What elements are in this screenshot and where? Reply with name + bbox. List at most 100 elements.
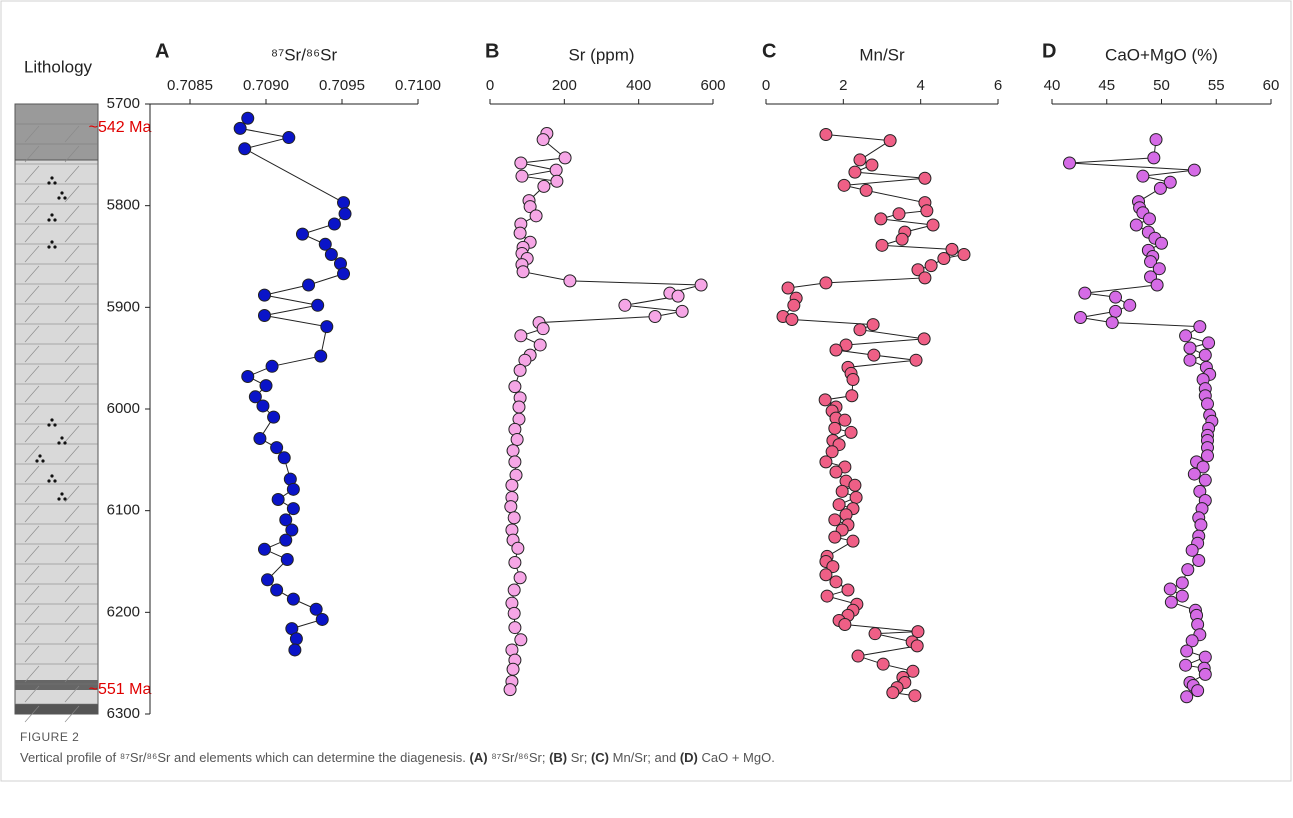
data-point: [820, 569, 832, 581]
data-point: [782, 282, 794, 294]
data-point: [1164, 583, 1176, 595]
lithology-column: [15, 104, 98, 722]
data-point: [1106, 317, 1118, 329]
data-point: [846, 390, 858, 402]
data-point: [854, 154, 866, 166]
ooid: [53, 479, 56, 482]
data-point: [938, 253, 950, 265]
ooid: [47, 181, 50, 184]
ooid: [53, 245, 56, 248]
data-point: [847, 374, 859, 386]
panel-letter: D: [1042, 40, 1056, 62]
x-tick-label: 2: [839, 77, 847, 94]
data-point: [786, 314, 798, 326]
data-point: [1143, 213, 1155, 225]
ooid: [53, 181, 56, 184]
caption-part: (B): [549, 750, 567, 765]
data-point: [1188, 164, 1200, 176]
axis-title: Sr (ppm): [568, 45, 634, 64]
data-point: [1193, 554, 1205, 566]
data-point: [514, 572, 526, 584]
data-point: [1150, 134, 1162, 146]
data-point: [339, 208, 351, 220]
ooid: [63, 441, 66, 444]
panel-letter: C: [762, 40, 776, 62]
x-tick-label: 50: [1153, 77, 1170, 94]
data-point: [511, 434, 523, 446]
data-point: [1184, 342, 1196, 354]
data-point: [909, 690, 921, 702]
data-point: [287, 503, 299, 515]
ooid: [57, 196, 60, 199]
data-point: [1110, 305, 1122, 317]
chart: Lithology ~542 Ma ~551 Ma A⁸⁷Sr/⁸⁶Sr0.70…: [0, 0, 1293, 818]
caption-part: (A): [470, 750, 488, 765]
ooid: [63, 497, 66, 500]
x-tick-label: 200: [552, 77, 577, 94]
data-point: [507, 445, 519, 457]
data-point: [845, 426, 857, 438]
data-point: [1195, 519, 1207, 531]
data-point: [551, 175, 563, 187]
panel-letter: B: [485, 40, 499, 62]
x-tick-label: 60: [1263, 77, 1280, 94]
axis-title: ⁸⁷Sr/⁸⁶Sr: [271, 45, 338, 64]
data-point: [820, 456, 832, 468]
data-point: [958, 248, 970, 260]
x-tick-label: 0: [486, 77, 494, 94]
data-point: [1192, 685, 1204, 697]
data-point: [849, 166, 861, 178]
data-point: [550, 164, 562, 176]
data-point: [1199, 668, 1211, 680]
ooid: [60, 492, 63, 495]
ooid: [50, 474, 53, 477]
caption-text: Vertical profile of ⁸⁷Sr/⁸⁶Sr and elemen…: [20, 750, 1270, 765]
data-point: [1137, 170, 1149, 182]
x-tick-label: 400: [626, 77, 651, 94]
data-point: [258, 543, 270, 555]
data-point: [509, 381, 521, 393]
data-point: [672, 290, 684, 302]
rock-dark: [15, 704, 98, 714]
ooid: [47, 423, 50, 426]
ooid: [63, 196, 66, 199]
frame: [1, 1, 1291, 781]
profile-line: [783, 135, 964, 696]
data-point: [788, 299, 800, 311]
data-point: [338, 268, 350, 280]
data-point: [1199, 349, 1211, 361]
data-point: [290, 633, 302, 645]
data-point: [534, 339, 546, 351]
ooid: [47, 479, 50, 482]
data-point: [921, 205, 933, 217]
data-point: [833, 499, 845, 511]
age-label: ~551 Ma: [89, 681, 152, 698]
ooid: [60, 436, 63, 439]
data-point: [829, 514, 841, 526]
x-tick-label: 40: [1044, 77, 1061, 94]
data-point: [1201, 398, 1213, 410]
rock-dark: [15, 680, 98, 690]
ooid: [50, 240, 53, 243]
data-point: [876, 239, 888, 251]
ooid: [38, 454, 41, 457]
data-point: [538, 180, 550, 192]
data-point: [839, 619, 851, 631]
x-tick-label: 6: [994, 77, 1002, 94]
ooid: [53, 218, 56, 221]
data-point: [1079, 287, 1091, 299]
data-point: [1180, 659, 1192, 671]
data-point: [1182, 564, 1194, 576]
ooid: [41, 459, 44, 462]
y-tick-label: 6200: [107, 603, 140, 620]
data-point: [919, 172, 931, 184]
data-point: [271, 442, 283, 454]
data-point: [860, 184, 872, 196]
data-point: [875, 213, 887, 225]
data-point: [239, 143, 251, 155]
data-point: [509, 622, 521, 634]
data-point: [262, 574, 274, 586]
data-point: [338, 197, 350, 209]
x-tick-label: 45: [1098, 77, 1115, 94]
data-point: [507, 663, 519, 675]
